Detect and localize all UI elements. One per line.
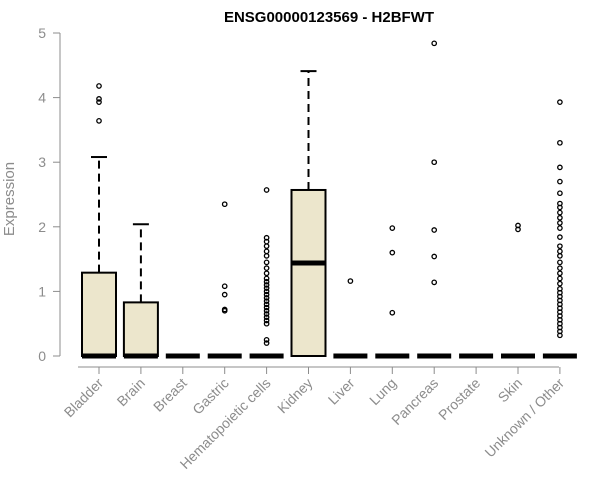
outlier-point: [263, 234, 270, 241]
x-tick-label: Brain: [114, 375, 148, 409]
outlier-point: [263, 311, 270, 317]
outlier-point: [263, 307, 270, 314]
outlier-point: [557, 270, 563, 277]
box-group: [249, 187, 284, 359]
box-group: [290, 70, 327, 357]
y-tick-label: 0: [38, 348, 46, 364]
box-group: [122, 223, 159, 359]
box-rect: [81, 271, 117, 357]
outlier-point: [96, 99, 102, 105]
box-group: [501, 222, 535, 359]
outlier-point: [557, 178, 563, 185]
x-tick-label: Bladder: [61, 375, 107, 421]
box-group: [81, 83, 117, 359]
outlier-point: [96, 118, 102, 124]
outlier-point: [263, 265, 270, 271]
outlier-point: [263, 248, 270, 255]
x-tick-label: Kidney: [274, 375, 316, 417]
outlier-point: [263, 259, 270, 266]
box-series: [81, 40, 577, 359]
x-tick-label: Skin: [495, 375, 526, 406]
outlier-point: [431, 227, 438, 233]
outlier-point: [221, 201, 228, 208]
y-tick-label: 2: [38, 219, 46, 235]
outlier-point: [557, 234, 563, 240]
x-tick-label: Breast: [150, 375, 190, 415]
outlier-point: [431, 159, 438, 166]
outlier-point: [431, 253, 438, 260]
box-group: [417, 40, 452, 359]
x-tick-label: Prostate: [435, 375, 483, 423]
outlier-point: [263, 336, 270, 343]
box-group: [207, 201, 242, 359]
outlier-point: [263, 320, 270, 327]
outlier-point: [431, 40, 438, 47]
box-group: [333, 278, 368, 359]
outlier-point: [263, 253, 270, 259]
outlier-point: [557, 164, 563, 171]
outlier-point: [557, 275, 563, 282]
outlier-point: [263, 275, 270, 282]
outlier-point: [431, 279, 438, 286]
outlier-point: [557, 259, 563, 266]
outlier-point: [263, 285, 270, 292]
outlier-point: [263, 340, 270, 346]
box-rect: [122, 301, 159, 357]
y-axis-title: Expression: [1, 162, 18, 236]
outlier-point: [263, 295, 270, 301]
outlier-point: [557, 280, 563, 287]
y-tick-label: 3: [38, 154, 46, 170]
x-tick-label: Pancreas: [388, 375, 441, 428]
outlier-point: [263, 298, 270, 304]
x-tick-label: Lung: [366, 375, 399, 408]
outlier-point: [347, 278, 354, 284]
outlier-point: [515, 222, 521, 229]
outlier-point: [263, 282, 270, 288]
outlier-point: [263, 270, 270, 277]
outlier-point: [221, 306, 228, 313]
box-group: [542, 99, 577, 359]
outlier-point: [557, 214, 563, 221]
outlier-point: [557, 225, 563, 231]
outlier-point: [263, 278, 270, 285]
y-tick-label: 1: [38, 283, 46, 299]
outlier-point: [557, 139, 563, 146]
outlier-point: [557, 200, 563, 207]
y-axis: 0 1 2 3 4 5: [38, 25, 61, 364]
outlier-point: [557, 243, 563, 250]
outlier-point: [557, 285, 563, 292]
x-tick-label: Liver: [325, 375, 358, 408]
outlier-point: [263, 187, 270, 193]
box-group: [375, 225, 410, 359]
outlier-point: [557, 209, 563, 216]
outlier-point: [389, 249, 396, 256]
outlier-point: [263, 317, 270, 324]
box-rect: [290, 188, 327, 357]
outlier-point: [263, 291, 270, 298]
x-tick-label: Unknown / Other: [481, 375, 567, 461]
outlier-point: [221, 283, 228, 290]
outlier-point: [96, 83, 102, 89]
y-tick-label: 4: [38, 90, 46, 106]
outlier-point: [263, 301, 270, 308]
y-tick-label: 5: [38, 25, 46, 41]
outlier-point: [557, 220, 563, 226]
outlier-point: [389, 225, 396, 231]
outlier-point: [263, 288, 270, 295]
outlier-point: [221, 291, 228, 298]
outlier-point: [557, 99, 563, 105]
outlier-point: [263, 304, 270, 311]
outlier-point: [263, 243, 270, 250]
chart-title: ENSG00000123569 - H2BFWT: [224, 9, 434, 26]
outlier-point: [557, 190, 563, 197]
outlier-point: [389, 309, 396, 316]
outlier-point: [557, 248, 563, 255]
outlier-point: [96, 96, 102, 102]
outlier-point: [557, 265, 563, 271]
outlier-point: [557, 253, 563, 259]
outlier-point: [263, 314, 270, 321]
